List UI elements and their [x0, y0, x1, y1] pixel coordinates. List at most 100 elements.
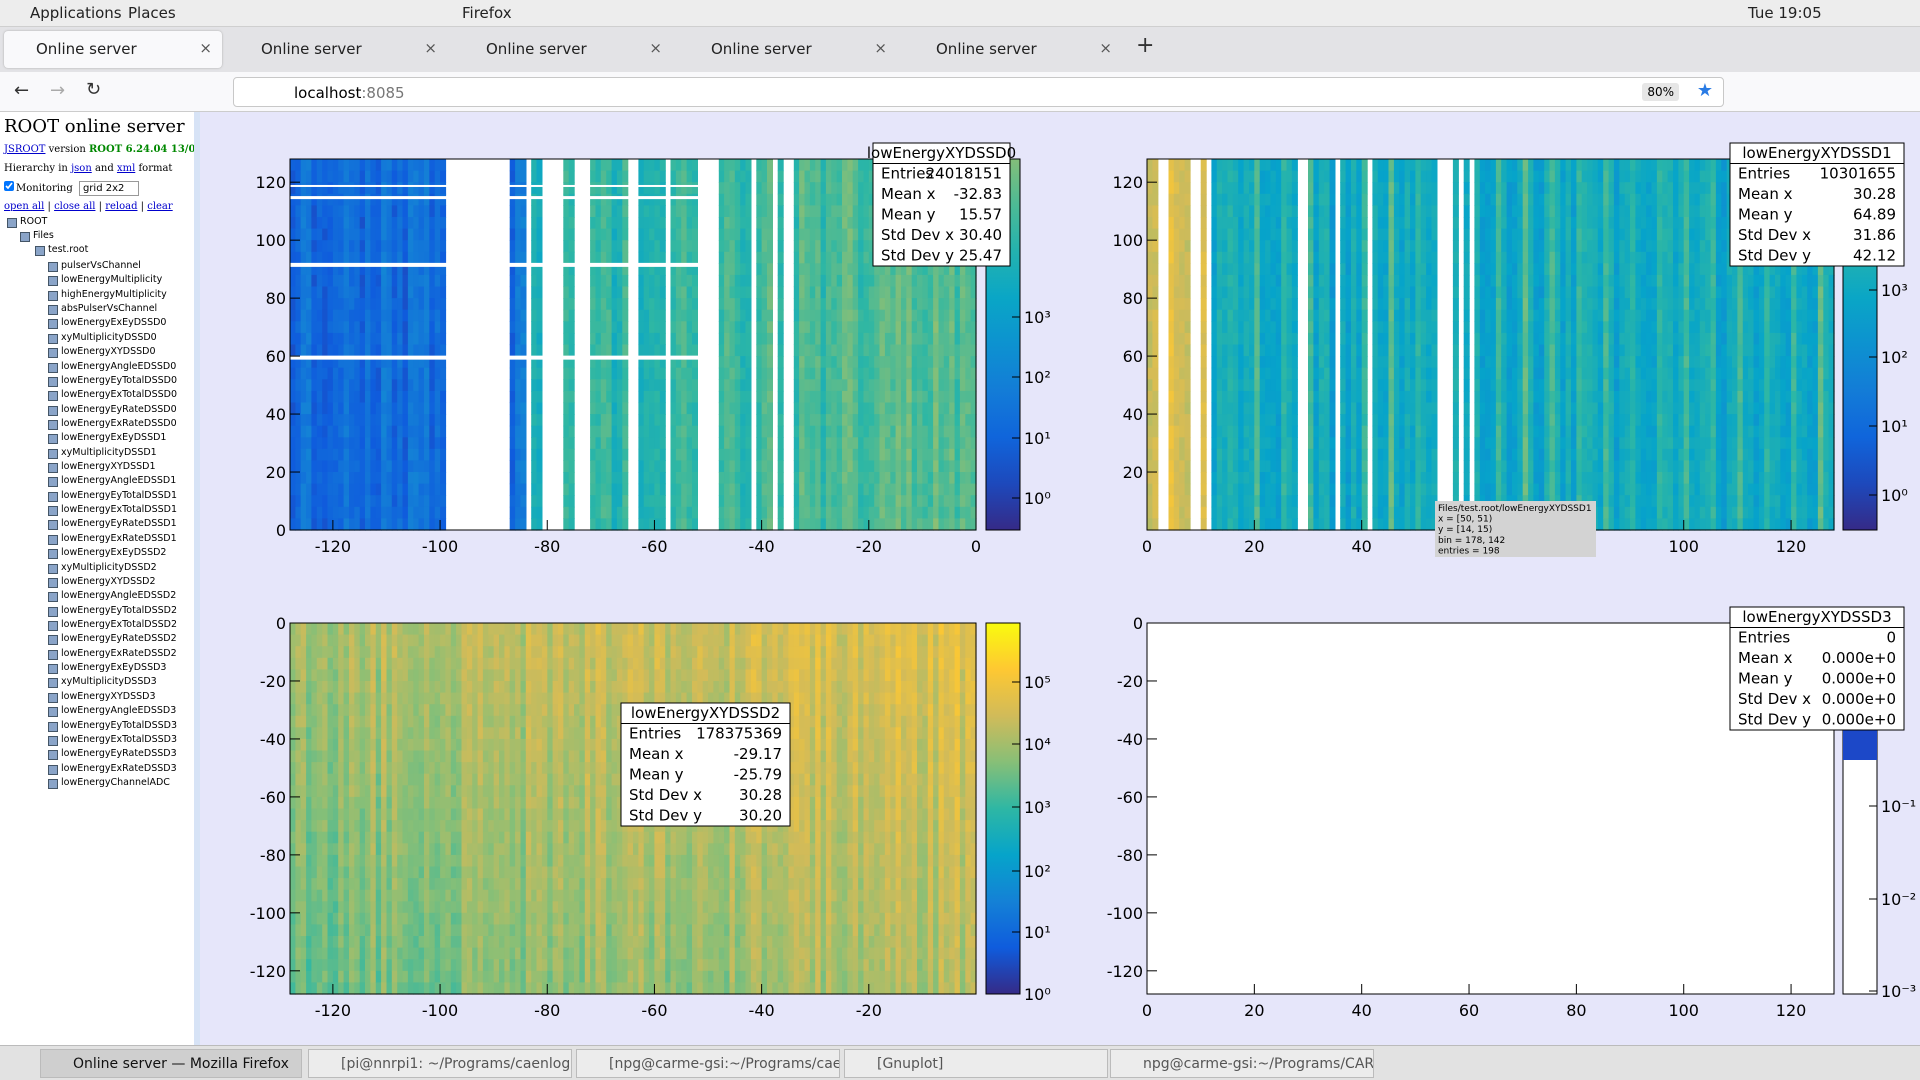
- heatmap-cell: [429, 194, 435, 206]
- heatmap-cell: [896, 298, 902, 310]
- heatmap-cell: [826, 229, 832, 241]
- heatmap-cell: [821, 449, 827, 461]
- heatmap-cell: [837, 507, 843, 519]
- heatmap-cell: [1415, 426, 1421, 438]
- heatmap-cell: [724, 345, 730, 357]
- heatmap-cell: [1217, 321, 1223, 333]
- heatmap-cell: [681, 321, 687, 333]
- heatmap-cell: [778, 484, 784, 496]
- heatmap-cell: [365, 333, 371, 345]
- heatmap-cell: [1496, 275, 1502, 287]
- heatmap-cell: [1453, 171, 1459, 183]
- heatmap-cell: [328, 287, 334, 299]
- heatmap-cell: [1244, 437, 1250, 449]
- heatmap-cell: [376, 159, 382, 171]
- heatmap-cell: [1464, 437, 1470, 449]
- heatmap-cell: [563, 403, 569, 415]
- heatmap-cell: [370, 368, 376, 380]
- heatmap-cell: [649, 472, 655, 484]
- z-tick-label: 10³: [1024, 308, 1051, 327]
- heatmap-cell: [344, 229, 350, 241]
- heatmap-cell: [537, 379, 543, 391]
- heatmap-cell: [435, 414, 441, 426]
- heatmap-cell: [328, 507, 334, 519]
- heatmap-cell: [719, 252, 725, 264]
- heatmap-cell: [531, 495, 537, 507]
- heatmap-cell: [354, 159, 360, 171]
- heatmap-cell: [735, 194, 741, 206]
- heatmap-cell: [392, 403, 398, 415]
- heatmap-cell: [1340, 437, 1346, 449]
- heatmap-cell: [1201, 321, 1207, 333]
- heatmap-cell: [381, 205, 387, 217]
- heatmap-cell: [1201, 194, 1207, 206]
- heatmap-cell: [360, 171, 366, 183]
- heatmap-cell: [955, 379, 961, 391]
- heatmap-cell: [392, 345, 398, 357]
- heatmap-cell: [1517, 310, 1523, 322]
- heatmap-cell: [740, 263, 746, 275]
- heatmap-cell: [510, 159, 516, 171]
- heatmap-cell: [740, 252, 746, 264]
- heatmap-cell: [1260, 205, 1266, 217]
- heatmap-cell: [1496, 205, 1502, 217]
- heatmap-cell: [922, 345, 928, 357]
- heatmap-cell: [1324, 263, 1330, 275]
- heatmap-cell: [922, 460, 928, 472]
- heatmap-cell: [638, 495, 644, 507]
- heatmap-cell: [853, 437, 859, 449]
- heatmap-cell: [1415, 403, 1421, 415]
- heatmap-cell: [869, 333, 875, 345]
- heatmap-cell: [671, 217, 677, 229]
- heatmap-cell: [944, 403, 950, 415]
- heatmap-cell: [671, 449, 677, 461]
- heatmap-cell: [563, 460, 569, 472]
- heatmap-cell: [1244, 345, 1250, 357]
- heatmap-cell: [338, 333, 344, 345]
- heatmap-cell: [660, 240, 666, 252]
- heatmap-cell: [1415, 449, 1421, 461]
- heatmap-cell: [730, 403, 736, 415]
- heatmap-cell: [295, 287, 301, 299]
- heatmap-cell: [1362, 460, 1368, 472]
- heatmap-cell: [949, 287, 955, 299]
- heatmap-cell: [906, 321, 912, 333]
- heatmap-cell: [1426, 240, 1432, 252]
- heatmap-cell: [322, 403, 328, 415]
- heatmap-cell: [719, 333, 725, 345]
- heatmap-cell: [1281, 345, 1287, 357]
- heatmap-cell: [826, 460, 832, 472]
- heatmap-cell: [1356, 379, 1362, 391]
- heatmap-cell: [413, 333, 419, 345]
- heatmap-cell: [1453, 194, 1459, 206]
- heatmap-cell: [392, 472, 398, 484]
- heatmap-cell: [408, 472, 414, 484]
- heatmap-cell: [397, 310, 403, 322]
- heatmap-cell: [949, 460, 955, 472]
- heatmap-cell: [403, 472, 409, 484]
- heatmap-cell: [638, 205, 644, 217]
- heatmap-cell: [413, 437, 419, 449]
- empty-row: [290, 185, 702, 187]
- heatmap-cell: [1276, 321, 1282, 333]
- heatmap-cell: [424, 217, 430, 229]
- heatmap-cell: [901, 321, 907, 333]
- heatmap-cell: [424, 159, 430, 171]
- heatmap-cell: [1512, 391, 1518, 403]
- heatmap-cell: [1201, 298, 1207, 310]
- heatmap-cell: [810, 229, 816, 241]
- heatmap-cell: [896, 518, 902, 530]
- heatmap-cell: [644, 333, 650, 345]
- heatmap-cell: [644, 321, 650, 333]
- heatmap-cell: [419, 426, 425, 438]
- heatmap-cell: [596, 484, 602, 496]
- heatmap-cell: [328, 171, 334, 183]
- heatmap-cell: [928, 507, 934, 519]
- heatmap-cell: [322, 321, 328, 333]
- heatmap-cell: [1201, 368, 1207, 380]
- heatmap-cell: [381, 507, 387, 519]
- heatmap-cell: [354, 472, 360, 484]
- heatmap-cell: [397, 275, 403, 287]
- heatmap-cell: [1480, 472, 1486, 484]
- heatmap-cell: [767, 240, 773, 252]
